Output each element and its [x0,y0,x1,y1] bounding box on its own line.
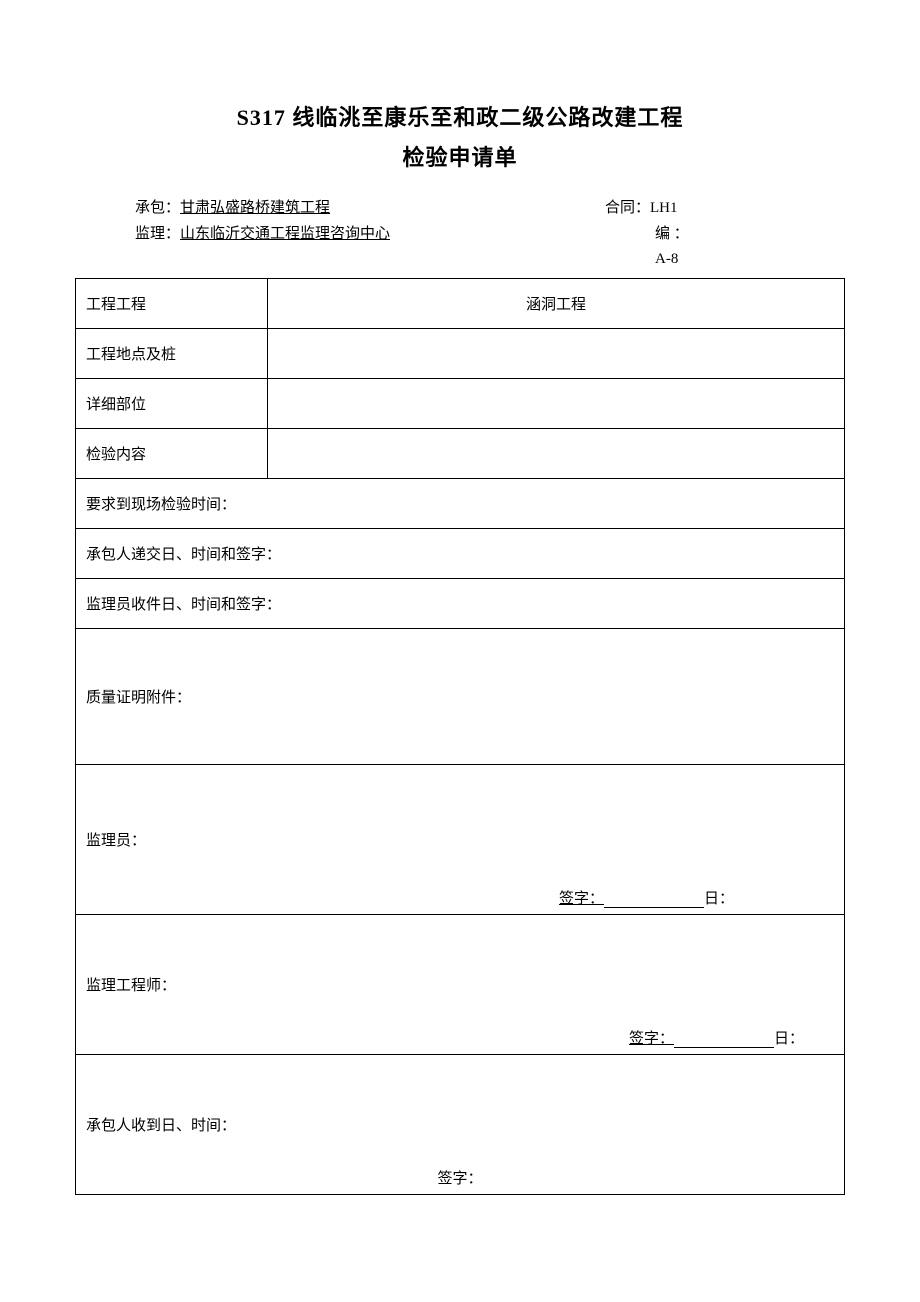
table-row: 工程工程 涵洞工程 [76,278,845,328]
row10-label: 监理工程师： [86,978,176,994]
contract-value: LH1 [650,200,678,216]
contractor-row: 承包：甘肃弘盛路桥建筑工程 [135,197,605,220]
form-table: 工程工程 涵洞工程 工程地点及桩 详细部位 检验内容 要求到现场检验时间： 承包… [75,278,845,1195]
row9-label: 监理员： [86,833,146,849]
contractor-label: 承包： [135,200,180,216]
header-left: 承包：甘肃弘盛路桥建筑工程 监理：山东临沂交通工程监理咨询中心 [135,197,605,274]
signature-row-engineer: 签字： 日： [76,1027,844,1048]
row11-cell: 承包人收到日、时间： 签字： [76,1054,845,1194]
supervisor-label: 监理： [135,226,180,242]
code-label-row: 编 ： [605,223,785,246]
title-line-2: 检验申请单 [75,140,845,172]
date-label: 日： [704,887,734,908]
row9-cell: 监理员： 签字： 日： [76,764,845,914]
code-value-row: A-8 [605,248,785,271]
header-right: 合同：LH1 编 ： A-8 [605,197,785,274]
row4-label: 检验内容 [76,428,268,478]
row11-label: 承包人收到日、时间： [86,1118,236,1134]
table-row: 要求到现场检验时间： [76,478,845,528]
row3-label: 详细部位 [76,378,268,428]
supervisor-value: 山东临沂交通工程监理咨询中心 [180,226,390,242]
supervisor-row: 监理：山东临沂交通工程监理咨询中心 [135,223,605,246]
sign-label-2: 签字： [629,1027,674,1048]
row3-value [268,378,845,428]
table-row: 详细部位 [76,378,845,428]
contract-row: 合同：LH1 [605,197,785,220]
contractor-value: 甘肃弘盛路桥建筑工程 [180,200,330,216]
code-label: 编 ： [655,226,689,242]
row6-label: 承包人递交日、时间和签字： [76,528,845,578]
table-row: 监理员： 签字： 日： [76,764,845,914]
row10-cell: 监理工程师： 签字： 日： [76,914,845,1054]
row2-value [268,328,845,378]
row7-label: 监理员收件日、时间和签字： [76,578,845,628]
row2-label: 工程地点及桩 [76,328,268,378]
row5-label: 要求到现场检验时间： [76,478,845,528]
contract-label: 合同： [605,200,650,216]
signature-row-supervisor: 签字： 日： [76,887,844,908]
table-row: 承包人递交日、时间和签字： [76,528,845,578]
row4-value [268,428,845,478]
table-row: 承包人收到日、时间： 签字： [76,1054,845,1194]
row1-label: 工程工程 [76,278,268,328]
table-row: 监理员收件日、时间和签字： [76,578,845,628]
table-row: 工程地点及桩 [76,328,845,378]
table-row: 监理工程师： 签字： 日： [76,914,845,1054]
sign-label-3: 签字： [437,1167,482,1188]
code-value: A-8 [655,251,678,267]
sign-label: 签字： [559,887,604,908]
table-row: 质量证明附件： [76,628,845,764]
row1-value: 涵洞工程 [268,278,845,328]
title-line-1: S317 线临洮至康乐至和政二级公路改建工程 [75,100,845,132]
signature-row-receipt: 签字： [76,1167,844,1188]
title-section: S317 线临洮至康乐至和政二级公路改建工程 检验申请单 [75,100,845,172]
date-label-2: 日： [774,1027,804,1048]
header-info: 承包：甘肃弘盛路桥建筑工程 监理：山东临沂交通工程监理咨询中心 合同：LH1 编… [75,197,845,274]
row8-label: 质量证明附件： [76,628,845,764]
table-row: 检验内容 [76,428,845,478]
